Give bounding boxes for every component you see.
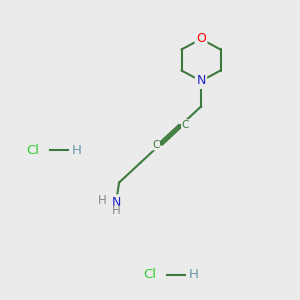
- Text: O: O: [196, 32, 206, 46]
- Text: C: C: [152, 140, 159, 150]
- Text: Cl: Cl: [143, 268, 157, 281]
- Text: H: H: [98, 194, 107, 207]
- Text: N: N: [196, 74, 206, 88]
- Text: Cl: Cl: [26, 143, 40, 157]
- Text: C: C: [182, 120, 189, 130]
- Text: H: H: [189, 268, 198, 281]
- Text: H: H: [112, 204, 121, 217]
- Text: H: H: [72, 143, 81, 157]
- Text: N: N: [111, 196, 121, 208]
